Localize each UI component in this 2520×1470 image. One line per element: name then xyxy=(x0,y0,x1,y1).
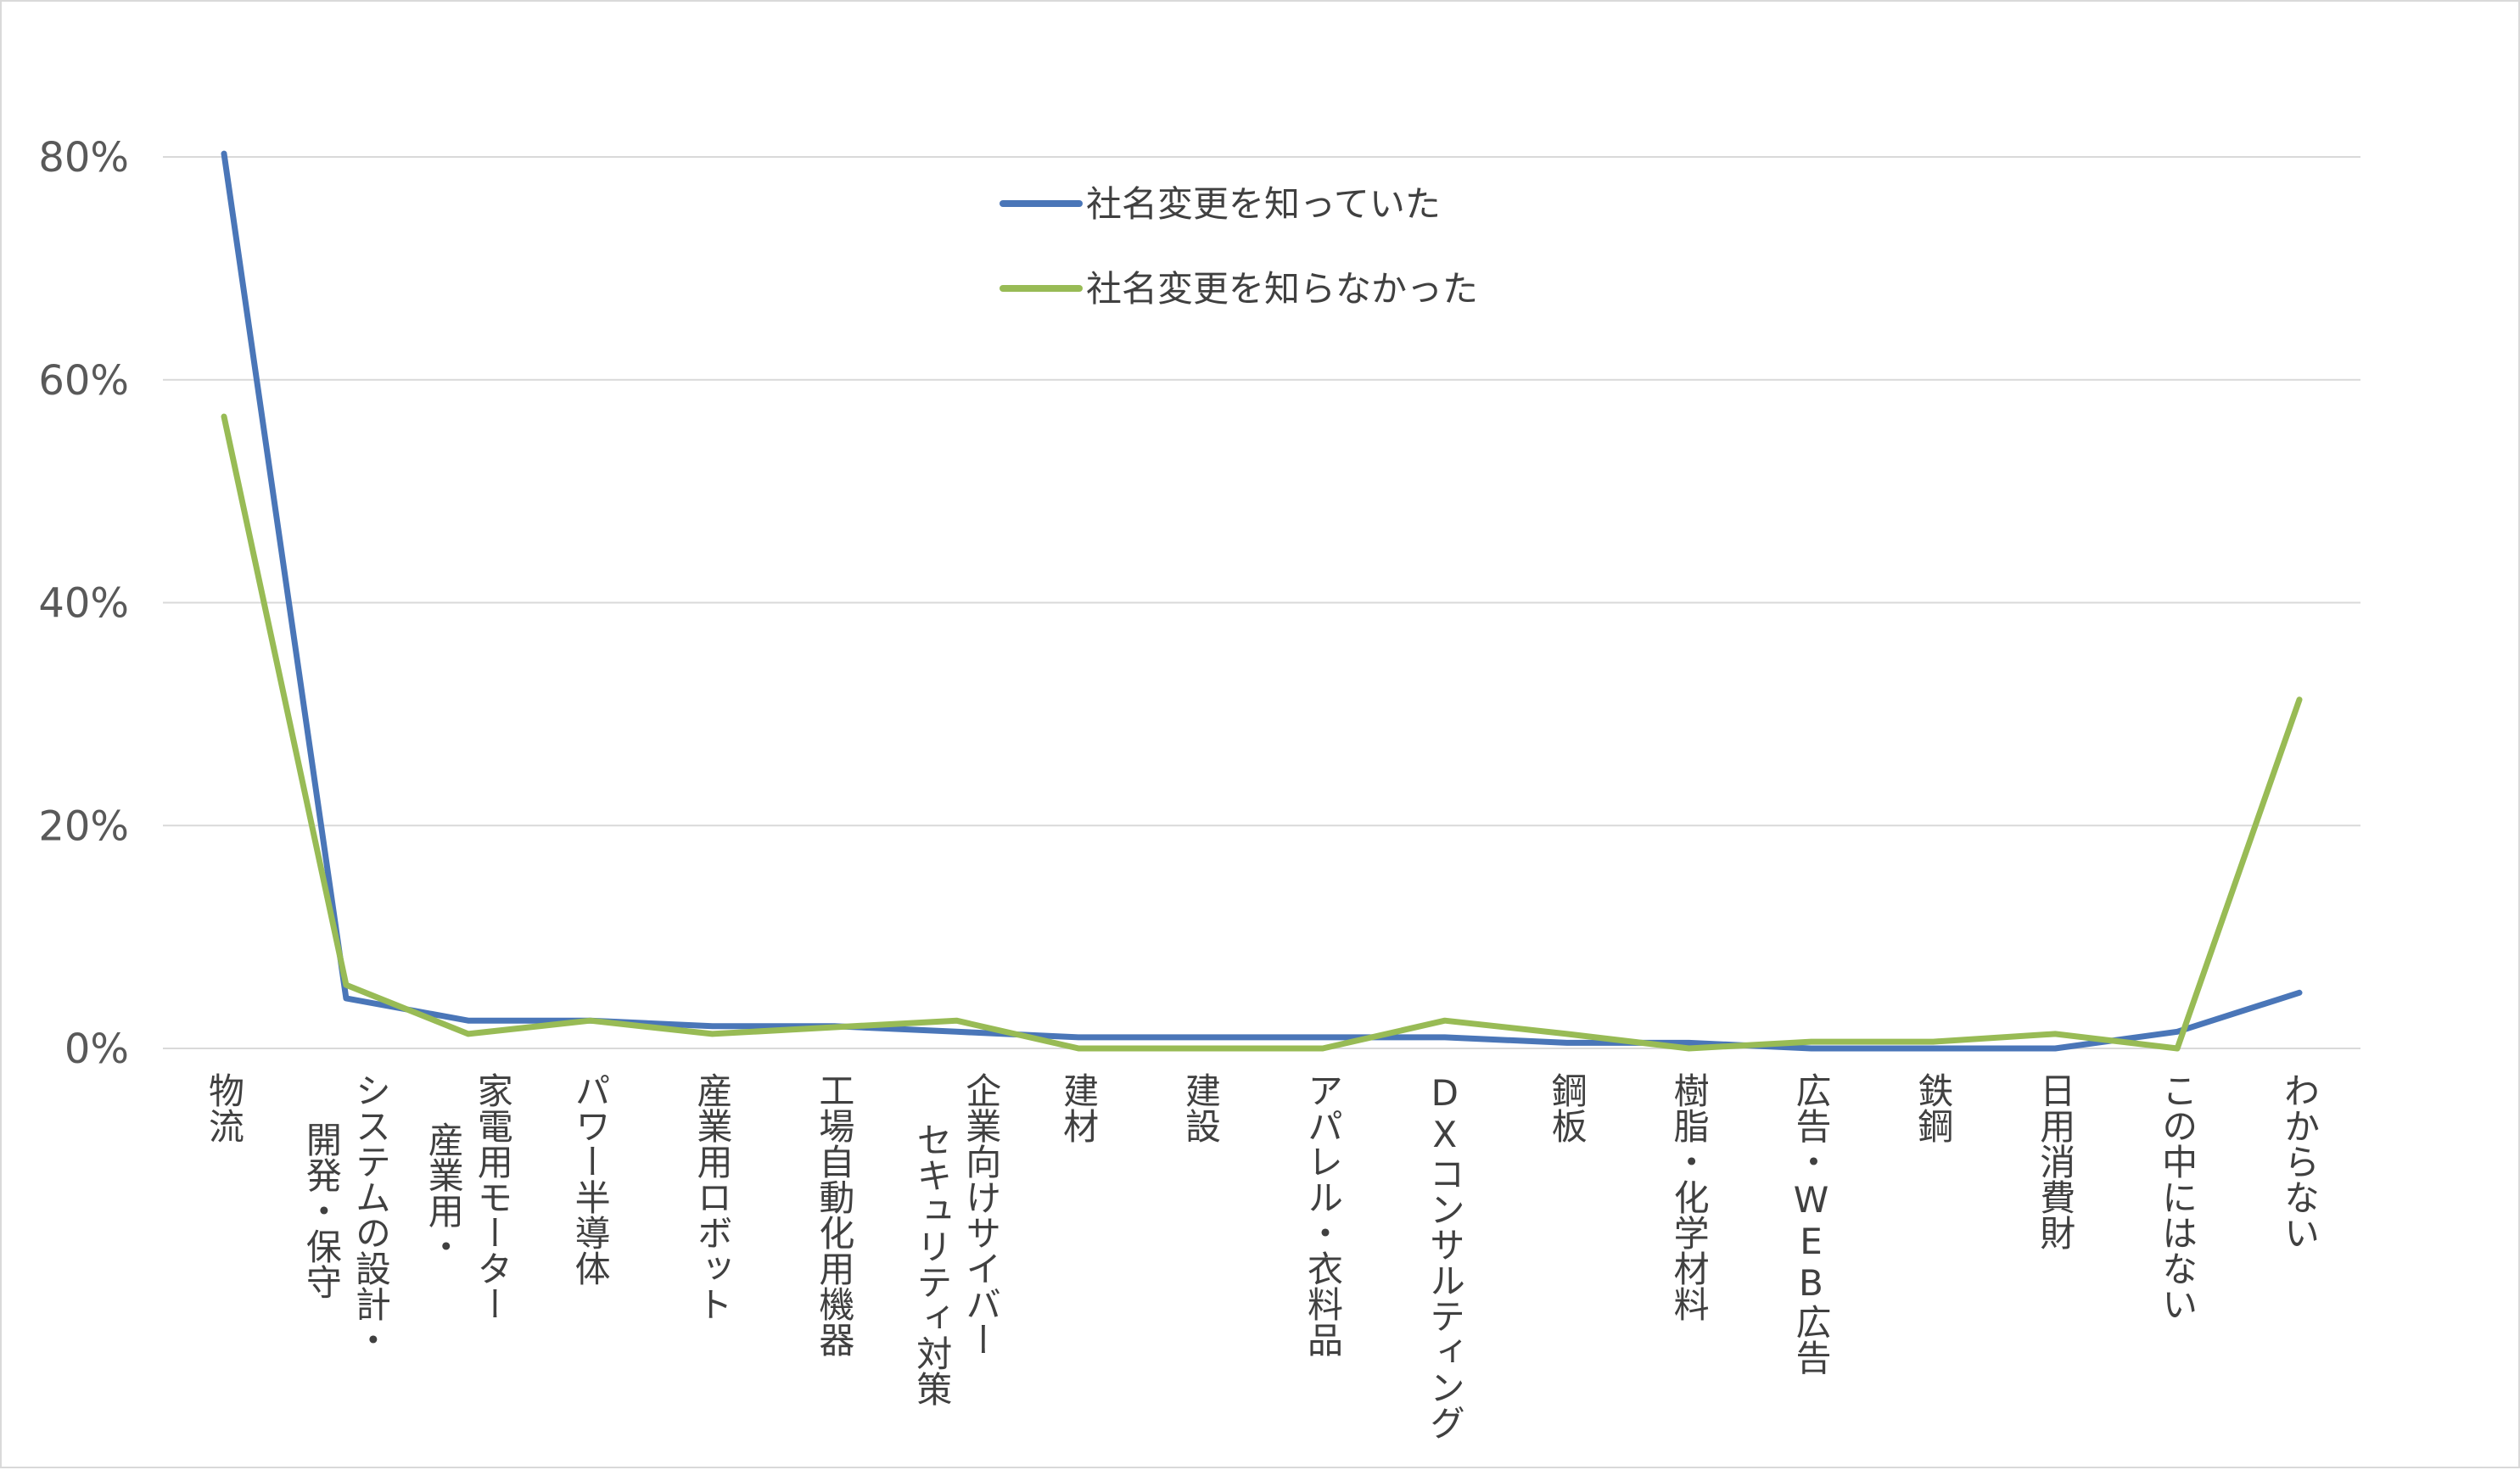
x-category-label: 産業用ロボット xyxy=(692,1072,733,1322)
x-axis-category-labels: 物流 システムの設計・開発・保守 家電用モーター産業用・ パワー半導体 産業用ロボット工… xyxy=(204,1072,2321,1440)
x-category-label: 広告・WEB広告 xyxy=(1790,1072,1832,1375)
x-category-label: 鋼板 xyxy=(1546,1072,1588,1143)
y-tick-label: 40% xyxy=(38,580,129,628)
x-category-label: 工場自動化用機器 xyxy=(814,1072,855,1357)
y-tick-label: 0% xyxy=(64,1026,129,1073)
x-category-label-line: 樹脂・化学材料 xyxy=(1668,1072,1710,1322)
x-category-label: システムの設計・開発・保守 xyxy=(300,1072,391,1357)
x-category-label-line: アパレル・衣料品 xyxy=(1302,1072,1343,1357)
y-tick-label: 20% xyxy=(38,802,129,850)
x-category-label: わからない xyxy=(2279,1072,2321,1250)
x-category-label-line: この中にはない xyxy=(2157,1072,2198,1322)
x-category-label: アパレル・衣料品 xyxy=(1302,1072,1343,1357)
legend-label-0: 社名変更を知っていた xyxy=(1086,183,1441,225)
x-category-label-line: 企業向けサイバー xyxy=(960,1072,1002,1357)
x-category-label-line: システムの設計・ xyxy=(350,1072,391,1357)
x-category-label: DXコンサルティング xyxy=(1424,1072,1465,1440)
x-category-label: 建設 xyxy=(1180,1072,1222,1143)
x-category-label-line: 鉄鋼 xyxy=(1912,1072,1954,1143)
x-category-label: 樹脂・化学材料 xyxy=(1668,1072,1710,1322)
x-category-label-line: DXコンサルティング xyxy=(1424,1072,1465,1440)
x-category-label-line: セキュリティ対策 xyxy=(911,1121,953,1406)
y-tick-label: 80% xyxy=(38,134,129,182)
x-category-label: 日用消費財 xyxy=(2035,1072,2076,1250)
x-category-label-line: 日用消費財 xyxy=(2035,1072,2076,1250)
x-category-label-line: 建材 xyxy=(1058,1072,1100,1143)
y-tick-label: 60% xyxy=(38,357,129,405)
x-category-label-line: 物流 xyxy=(204,1072,245,1143)
x-category-label-line: 産業用・ xyxy=(423,1121,464,1264)
x-category-label-line: 産業用ロボット xyxy=(692,1072,733,1322)
x-category-label-line: 鋼板 xyxy=(1546,1072,1588,1143)
x-category-label-line: 広告・WEB広告 xyxy=(1790,1072,1832,1375)
x-category-label: この中にはない xyxy=(2157,1072,2198,1322)
series-line-1 xyxy=(221,413,2303,1052)
x-category-label: 建材 xyxy=(1058,1072,1100,1143)
x-category-label-line: 家電用モーター xyxy=(472,1072,513,1322)
x-category-label-line: 開発・保守 xyxy=(300,1121,342,1300)
x-category-label: 鉄鋼 xyxy=(1912,1072,1954,1143)
legend-label-1: 社名変更を知らなかった xyxy=(1086,268,1478,310)
x-category-label-line: 建設 xyxy=(1180,1072,1222,1143)
x-category-label: パワー半導体 xyxy=(569,1072,611,1286)
series-lines xyxy=(221,150,2303,1052)
x-category-label: 物流 xyxy=(204,1072,245,1143)
y-axis-ticks: 0% 20% 40% 60% 80% xyxy=(38,134,129,1073)
x-category-label-line: パワー半導体 xyxy=(569,1072,611,1286)
x-category-label-line: わからない xyxy=(2279,1072,2321,1250)
x-category-label-line: 工場自動化用機器 xyxy=(814,1072,855,1357)
